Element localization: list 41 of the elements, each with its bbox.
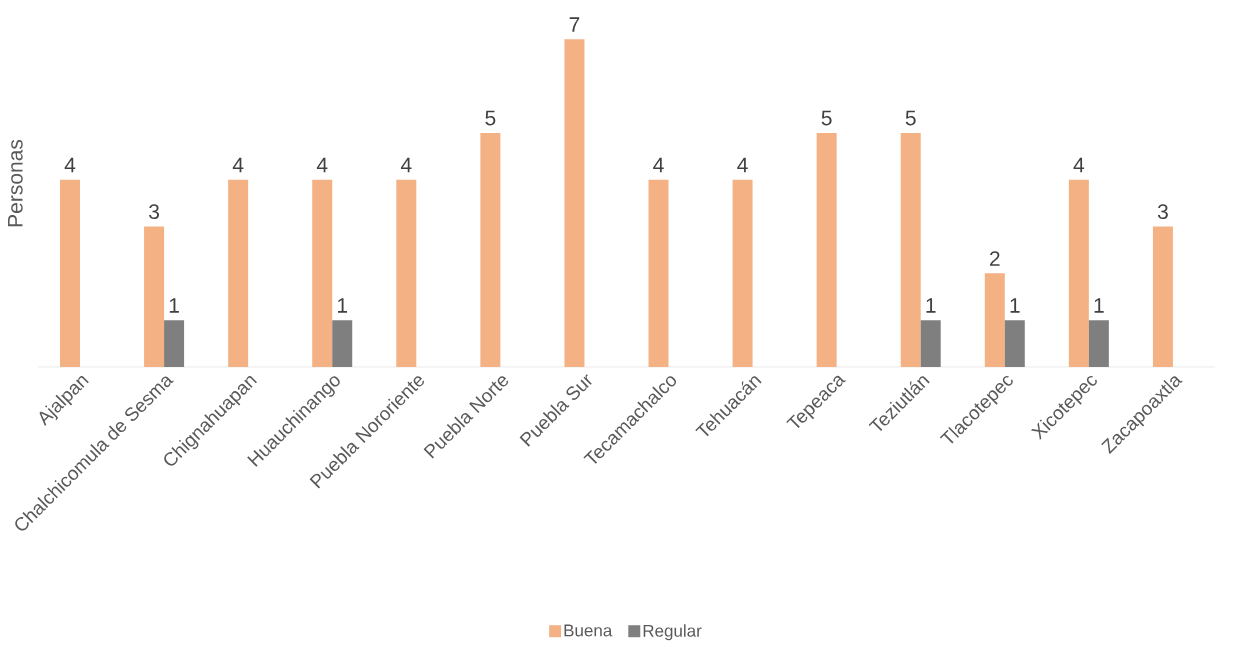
bar — [480, 132, 501, 367]
bar — [228, 179, 249, 367]
legend-label: Regular — [643, 624, 702, 641]
data-label: 1 — [169, 298, 179, 313]
bar — [1004, 320, 1025, 367]
bar — [1068, 179, 1089, 367]
bar — [564, 39, 585, 367]
bar — [816, 132, 837, 367]
data-label: 4 — [64, 157, 76, 173]
bar — [312, 179, 333, 367]
data-label: 5 — [905, 110, 916, 126]
legend-label: Buena — [564, 624, 613, 637]
y-axis-title: Personas — [8, 139, 23, 227]
data-label: 1 — [926, 298, 936, 313]
bar — [732, 179, 753, 367]
bar — [648, 179, 669, 367]
bar — [332, 320, 353, 367]
data-label: 4 — [737, 157, 748, 173]
bar — [1088, 320, 1109, 367]
bar — [1152, 226, 1173, 367]
data-label: 1 — [1094, 298, 1104, 313]
bar — [60, 179, 81, 367]
bar — [396, 179, 417, 367]
bar — [144, 226, 165, 367]
bar — [900, 132, 921, 367]
data-label: 5 — [821, 110, 832, 126]
data-label: 4 — [653, 157, 664, 173]
data-label: 1 — [1010, 298, 1020, 313]
data-label: 4 — [400, 157, 412, 173]
bar — [164, 320, 185, 367]
data-label: 1 — [337, 298, 348, 313]
data-label: 5 — [485, 110, 496, 126]
bar — [920, 320, 941, 367]
data-label: 2 — [990, 251, 1000, 266]
data-label: 4 — [316, 157, 328, 173]
bar — [984, 273, 1005, 367]
data-label: 3 — [1157, 204, 1168, 220]
data-label: 4 — [1073, 157, 1085, 173]
data-label: 7 — [569, 17, 580, 32]
data-label: 3 — [149, 204, 159, 220]
data-label: 4 — [232, 157, 244, 173]
